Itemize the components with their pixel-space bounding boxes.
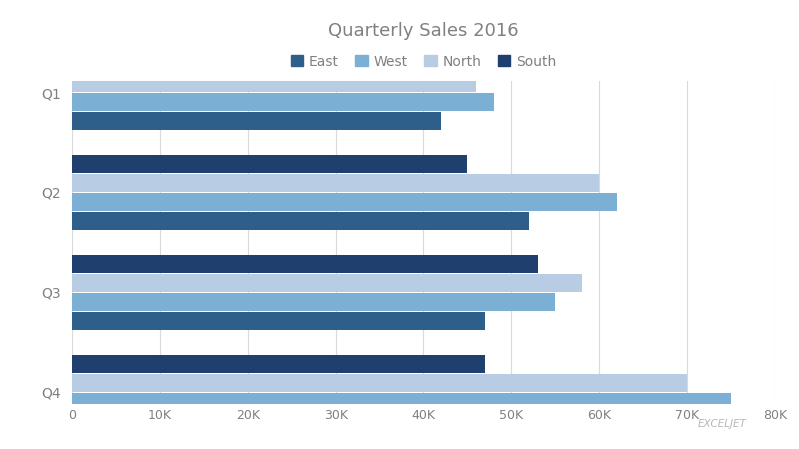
Bar bbox=[72, 374, 687, 392]
Bar bbox=[72, 155, 467, 173]
Text: EXCELJET: EXCELJET bbox=[698, 419, 747, 429]
Title: Quarterly Sales 2016: Quarterly Sales 2016 bbox=[328, 22, 519, 40]
Bar bbox=[72, 193, 617, 211]
Bar bbox=[72, 74, 476, 92]
Bar bbox=[72, 274, 582, 292]
Bar bbox=[72, 55, 353, 73]
Bar bbox=[72, 393, 731, 411]
Bar bbox=[72, 293, 555, 311]
Bar bbox=[72, 174, 599, 192]
Bar bbox=[72, 255, 538, 273]
Bar bbox=[72, 355, 485, 373]
Bar bbox=[72, 312, 485, 330]
Legend: East, West, North, South: East, West, North, South bbox=[285, 49, 562, 74]
Bar bbox=[72, 93, 494, 111]
Bar bbox=[72, 112, 441, 130]
Bar bbox=[72, 212, 529, 230]
Bar bbox=[72, 412, 599, 430]
